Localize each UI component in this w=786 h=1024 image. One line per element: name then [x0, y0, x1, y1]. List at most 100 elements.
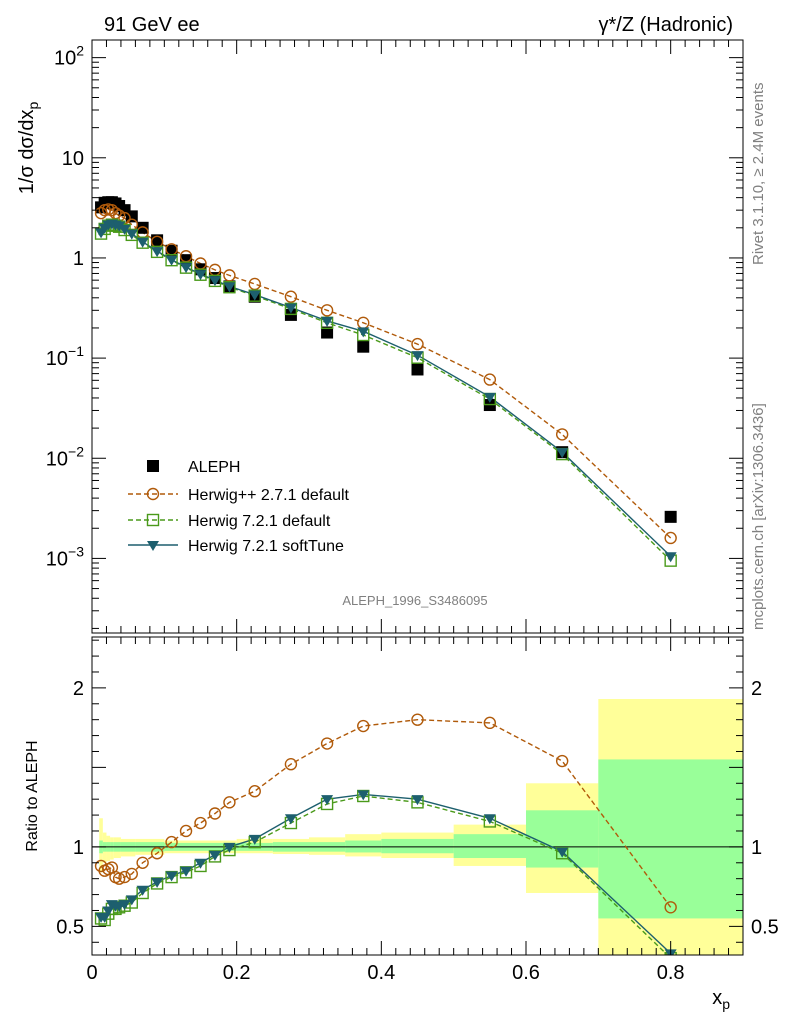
ratio-point-0-14: [223, 796, 236, 809]
main-point-3-21: [556, 448, 569, 459]
ratio-ytick-label-right-2: 2: [751, 678, 762, 700]
ratio-ytick-label-right-0: 0.5: [751, 916, 779, 938]
ratio-point-0-6: [118, 870, 131, 884]
mcplots-label: mcplots.cern.ch [arXiv:1306.3436]: [750, 403, 767, 630]
legend-label-0: ALEPH: [188, 459, 240, 476]
band-inner-14: [526, 810, 599, 868]
ratio-point-2-16: [284, 814, 297, 825]
legend: ALEPH Herwig++ 2.7.1 default Herwig 7.2.1 …: [128, 459, 350, 555]
main-point-3-11: [180, 263, 193, 274]
main-point-1-19: [411, 337, 424, 351]
ratio-point-0-16: [284, 758, 298, 771]
main-point-3-6: [118, 224, 131, 235]
main-point-1-15: [248, 277, 261, 291]
ratio-point-0-10: [165, 835, 178, 849]
ratio-ytick-label-left-1: 1: [73, 837, 84, 859]
main-point-3-8: [136, 237, 149, 248]
main-point-0-22: [664, 510, 677, 523]
main-point-0-18: [357, 340, 370, 353]
main-point-3-22: [664, 552, 677, 563]
main-point-3-12: [194, 270, 207, 281]
main-point-3-7: [125, 229, 138, 240]
xtick-label-0: 0: [86, 962, 97, 984]
main-point-1-21: [555, 428, 569, 441]
main-point-0-8: [136, 221, 149, 234]
main-point-1-22: [664, 531, 677, 545]
ratio-point-2-15: [248, 834, 261, 845]
xlabel: xp: [712, 987, 730, 1012]
ratio-point-0-19: [411, 713, 424, 726]
legend-marker-1: [146, 487, 160, 501]
ratio-point-0-9: [150, 847, 164, 860]
main-point-3-15: [248, 290, 261, 301]
ratio-frame: [91, 636, 744, 956]
ratio-point-0-12: [194, 816, 207, 830]
main-point-1-17: [320, 304, 334, 317]
main-point-2-14: [223, 281, 236, 294]
ratio-point-2-19: [411, 795, 424, 806]
main-frame: [91, 39, 744, 634]
ratio-point-2-13: [208, 850, 221, 861]
main-point-3-17: [321, 316, 334, 327]
main-point-2-7: [125, 228, 138, 242]
header-right: γ*/Z (Hadronic): [599, 14, 733, 36]
ratio-point-0-22: [664, 901, 677, 914]
legend-label-2: Herwig 7.2.1 default: [188, 513, 331, 530]
ratio-point-2-8: [136, 885, 149, 896]
main-point-0-19: [411, 363, 424, 376]
ratio-point-0-5: [112, 872, 126, 885]
main-line-2: [100, 223, 672, 562]
main-panel: 10−3 10−2 10−1 1 10 102 1/σ dσ/dxp ALEPH Herwig+…: [16, 39, 744, 634]
ratio-point-0-20: [483, 716, 497, 730]
main-point-1-16: [284, 290, 298, 303]
main-point-2-8: [136, 236, 149, 249]
ratio-point-0-8: [136, 856, 149, 869]
ratio-point-0-11: [179, 824, 193, 838]
main-series-2: [94, 218, 677, 567]
ratio-point-2-14: [223, 842, 236, 853]
main-point-3-18: [357, 327, 370, 338]
ratio-series-2: [95, 790, 677, 955]
xtick-label-1: 0.2: [223, 962, 251, 984]
main-point-2-12: [194, 268, 207, 281]
main-ytick-label-3: 1: [73, 248, 84, 270]
main-point-2-11: [179, 261, 193, 274]
rivet-version-label: Rivet 3.1.10, ≥ 2.4M events: [750, 83, 767, 266]
ratio-point-2-7: [125, 895, 138, 906]
main-point-2-16: [284, 302, 298, 316]
ratio-point-2-10: [165, 871, 178, 882]
main-point-2-9: [150, 245, 164, 259]
legend-marker-3: [147, 541, 159, 551]
main-point-3-5: [113, 221, 126, 232]
main-point-3-19: [411, 351, 424, 362]
main-point-1-14: [223, 269, 236, 282]
ratio-point-0-21: [555, 754, 569, 768]
xtick-label-2: 0.4: [367, 962, 395, 984]
ratio-point-0-15: [248, 785, 261, 798]
main-series-3: [95, 219, 677, 563]
main-ytick-label-0: 10−3: [46, 543, 84, 570]
ratio-ylabel: Ratio to ALEPH: [24, 740, 41, 851]
ratio-point-2-11: [180, 866, 193, 877]
main-ytick-label-1: 10−2: [46, 443, 84, 470]
main-point-3-13: [208, 276, 221, 287]
main-point-3-10: [165, 255, 178, 266]
analysis-id-label: ALEPH_1996_S3486095: [342, 593, 487, 608]
main-point-1-20: [483, 373, 497, 386]
band-inner-15: [598, 759, 743, 919]
ratio-ytick-label-right-1: 1: [751, 837, 762, 859]
ratio-point-2-9: [151, 877, 164, 888]
xtick-label-4: 0.8: [657, 962, 685, 984]
main-series-0: [95, 196, 677, 523]
band-inner-13: [453, 834, 526, 859]
main-point-3-20: [483, 392, 496, 403]
ratio-point-2-21: [556, 847, 569, 858]
ratio-point-2-20: [483, 814, 496, 825]
ratio-point-2-12: [194, 858, 207, 869]
main-ytick-label-5: 102: [54, 43, 84, 70]
legend-marker-0: [147, 460, 159, 472]
legend-label-1: Herwig++ 2.7.1 default: [188, 487, 350, 504]
ratio-line-0: [100, 718, 672, 908]
main-point-3-14: [223, 282, 236, 293]
